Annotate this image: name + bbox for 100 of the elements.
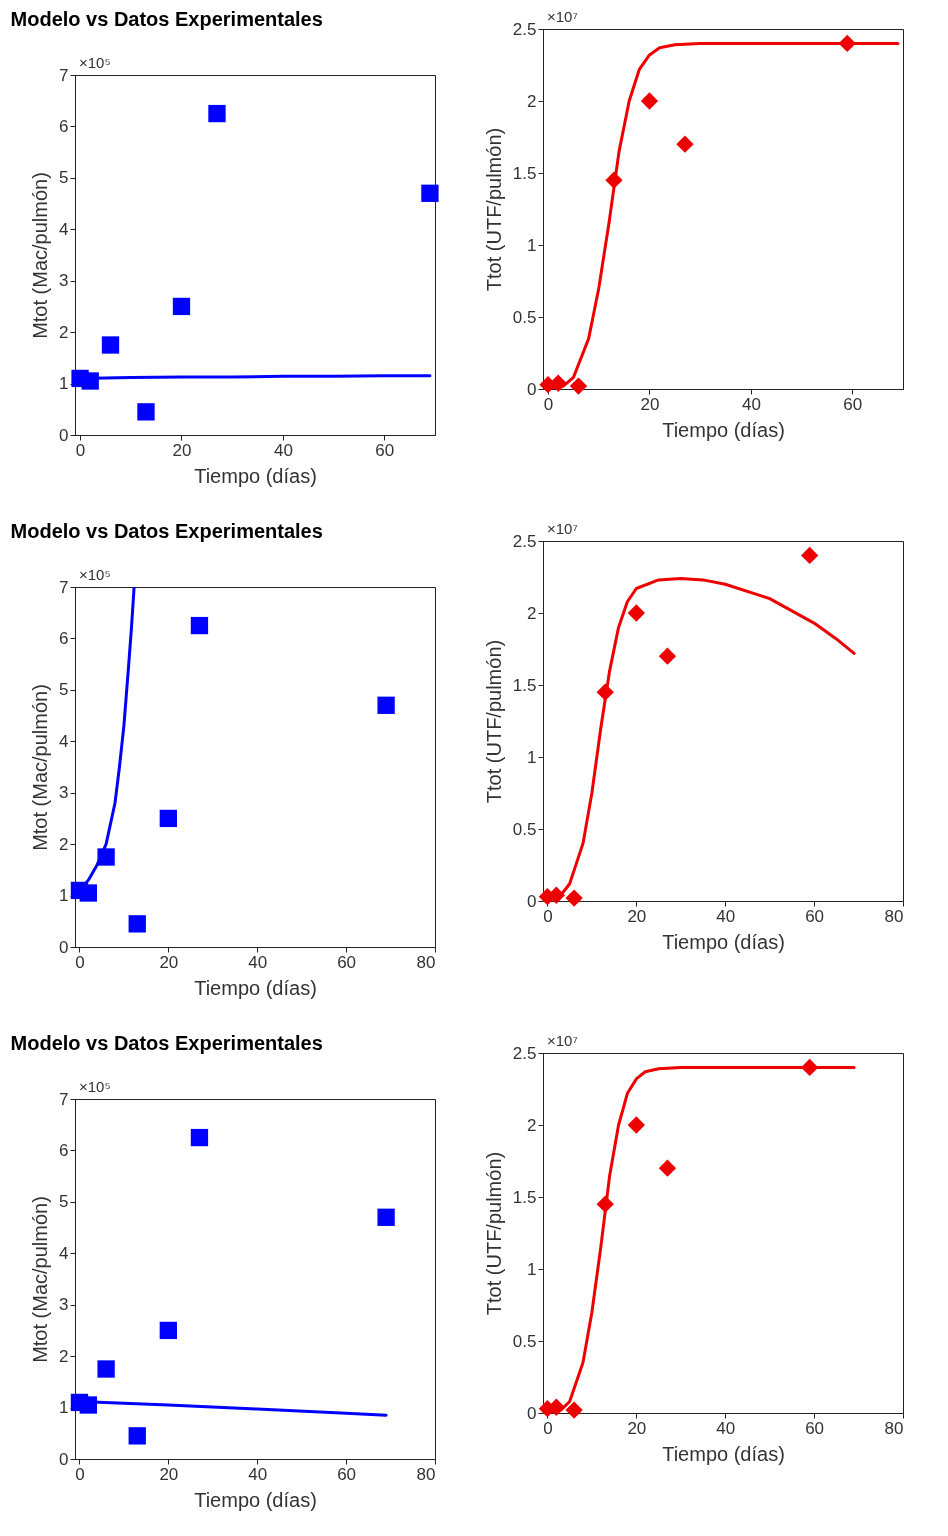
y-tick-label: 2 bbox=[527, 603, 537, 623]
y-tick-label: 0 bbox=[527, 891, 537, 911]
x-tick-label: 0 bbox=[543, 394, 554, 414]
y-tick-label: 0 bbox=[59, 937, 69, 957]
x-tick-label: 0 bbox=[75, 1464, 85, 1484]
x-tick-label: 80 bbox=[884, 906, 904, 926]
point bbox=[676, 135, 694, 153]
y-tick-label: 1.5 bbox=[512, 163, 537, 183]
y-tick-label: 7 bbox=[59, 65, 69, 85]
y-tick-label: 5 bbox=[59, 168, 69, 188]
y-tick-label: 5 bbox=[59, 680, 69, 700]
y-tick-label: 1.5 bbox=[512, 1187, 537, 1207]
x-tick-label: 40 bbox=[716, 1418, 736, 1438]
x-axis-title: Tiempo (días) bbox=[194, 1488, 317, 1511]
x-tick-label: 60 bbox=[805, 1418, 825, 1438]
y-tick-label: 6 bbox=[59, 628, 69, 648]
point bbox=[128, 1427, 146, 1445]
x-tick-label: 0 bbox=[75, 952, 85, 972]
y-axis-title: Mtot (Mac/pulmón) bbox=[29, 1196, 52, 1363]
y-tick-label: 4 bbox=[59, 219, 69, 239]
y-tick-label: 2 bbox=[59, 1346, 69, 1366]
y-axis-title: Ttot (UTF/pulmón) bbox=[482, 127, 505, 292]
y-tick-label: 2 bbox=[527, 91, 537, 111]
y-tick-label: 2 bbox=[59, 322, 69, 342]
y-tick-label: 3 bbox=[59, 271, 69, 291]
y-tick-label: 2.5 bbox=[512, 1043, 537, 1063]
chart-title: Modelo vs Datos Experimentales bbox=[10, 1032, 323, 1054]
y-tick-label: 0 bbox=[527, 1403, 537, 1423]
y-tick-label: 0.5 bbox=[512, 1331, 537, 1351]
x-axis-title: Tiempo (días) bbox=[662, 930, 785, 953]
y-tick-label: 2.5 bbox=[512, 531, 537, 551]
x-tick-label: 20 bbox=[159, 1464, 179, 1484]
point bbox=[79, 884, 97, 902]
point bbox=[172, 297, 191, 316]
y-tick-label: 6 bbox=[59, 1140, 69, 1160]
point bbox=[101, 336, 120, 354]
y-tick-label: 1.5 bbox=[512, 675, 537, 695]
y-tick-label: 5 bbox=[59, 1192, 69, 1212]
point bbox=[97, 848, 115, 866]
y-tick-label: 0 bbox=[59, 1449, 69, 1469]
y-tick-label: 3 bbox=[59, 783, 69, 803]
y-tick-label: 0.5 bbox=[512, 819, 537, 839]
text: ×10⁷ bbox=[547, 520, 578, 537]
x-tick-label: 40 bbox=[716, 906, 736, 926]
y-axis-title: Mtot (Mac/pulmón) bbox=[29, 684, 52, 851]
point bbox=[640, 92, 659, 110]
x-tick-label: 80 bbox=[416, 1464, 436, 1484]
point bbox=[627, 604, 645, 622]
point bbox=[658, 647, 677, 665]
x-tick-label: 20 bbox=[627, 906, 647, 926]
x-tick-label: 60 bbox=[375, 440, 395, 460]
chart-title: Modelo vs Datos Experimentales bbox=[10, 520, 323, 542]
point bbox=[190, 616, 209, 635]
point bbox=[627, 1116, 645, 1134]
y-tick-label: 1 bbox=[59, 1398, 69, 1418]
y-tick-label: 1 bbox=[527, 747, 537, 767]
x-axis-title: Tiempo (días) bbox=[662, 1442, 785, 1465]
point bbox=[159, 1321, 177, 1340]
point bbox=[377, 1208, 395, 1226]
x-axis-title: Tiempo (días) bbox=[662, 418, 785, 441]
point bbox=[208, 104, 226, 123]
x-tick-label: 40 bbox=[273, 440, 293, 460]
x-tick-label: 40 bbox=[248, 1464, 268, 1484]
point bbox=[190, 1128, 209, 1147]
point bbox=[128, 915, 146, 933]
x-tick-label: 60 bbox=[843, 394, 863, 414]
x-tick-label: 40 bbox=[248, 952, 268, 972]
text: ×10⁵ bbox=[79, 54, 111, 71]
y-tick-label: 1 bbox=[59, 374, 69, 394]
y-tick-label: 1 bbox=[527, 235, 537, 255]
y-tick-label: 6 bbox=[59, 116, 69, 136]
text: ×10⁷ bbox=[547, 8, 578, 25]
y-tick-label: 4 bbox=[59, 1243, 69, 1263]
point bbox=[658, 1159, 677, 1177]
x-tick-label: 60 bbox=[337, 952, 357, 972]
x-tick-label: 60 bbox=[805, 906, 825, 926]
text: ×10⁵ bbox=[79, 1078, 111, 1095]
x-axis-title: Tiempo (días) bbox=[194, 464, 317, 487]
y-tick-label: 2 bbox=[59, 834, 69, 854]
text: ×10⁷ bbox=[547, 1032, 578, 1049]
chart-title: Modelo vs Datos Experimentales bbox=[10, 8, 323, 30]
y-axis-title: Ttot (UTF/pulmón) bbox=[482, 1151, 505, 1316]
point bbox=[565, 1401, 583, 1419]
y-tick-label: 1 bbox=[527, 1259, 537, 1279]
y-axis-title: Ttot (UTF/pulmón) bbox=[482, 639, 505, 804]
point bbox=[569, 377, 588, 395]
x-tick-label: 20 bbox=[159, 952, 179, 972]
point bbox=[421, 184, 439, 202]
x-tick-label: 0 bbox=[543, 906, 553, 926]
x-tick-label: 20 bbox=[627, 1418, 647, 1438]
y-tick-label: 0 bbox=[527, 379, 537, 399]
point bbox=[565, 889, 583, 907]
x-axis-title: Tiempo (días) bbox=[194, 976, 317, 999]
text: ×10⁵ bbox=[79, 566, 111, 583]
y-tick-label: 2.5 bbox=[512, 19, 537, 39]
x-tick-label: 80 bbox=[884, 1418, 904, 1438]
y-tick-label: 2 bbox=[527, 1115, 537, 1135]
y-tick-label: 1 bbox=[59, 886, 69, 906]
point bbox=[377, 696, 395, 714]
point bbox=[97, 1360, 115, 1378]
